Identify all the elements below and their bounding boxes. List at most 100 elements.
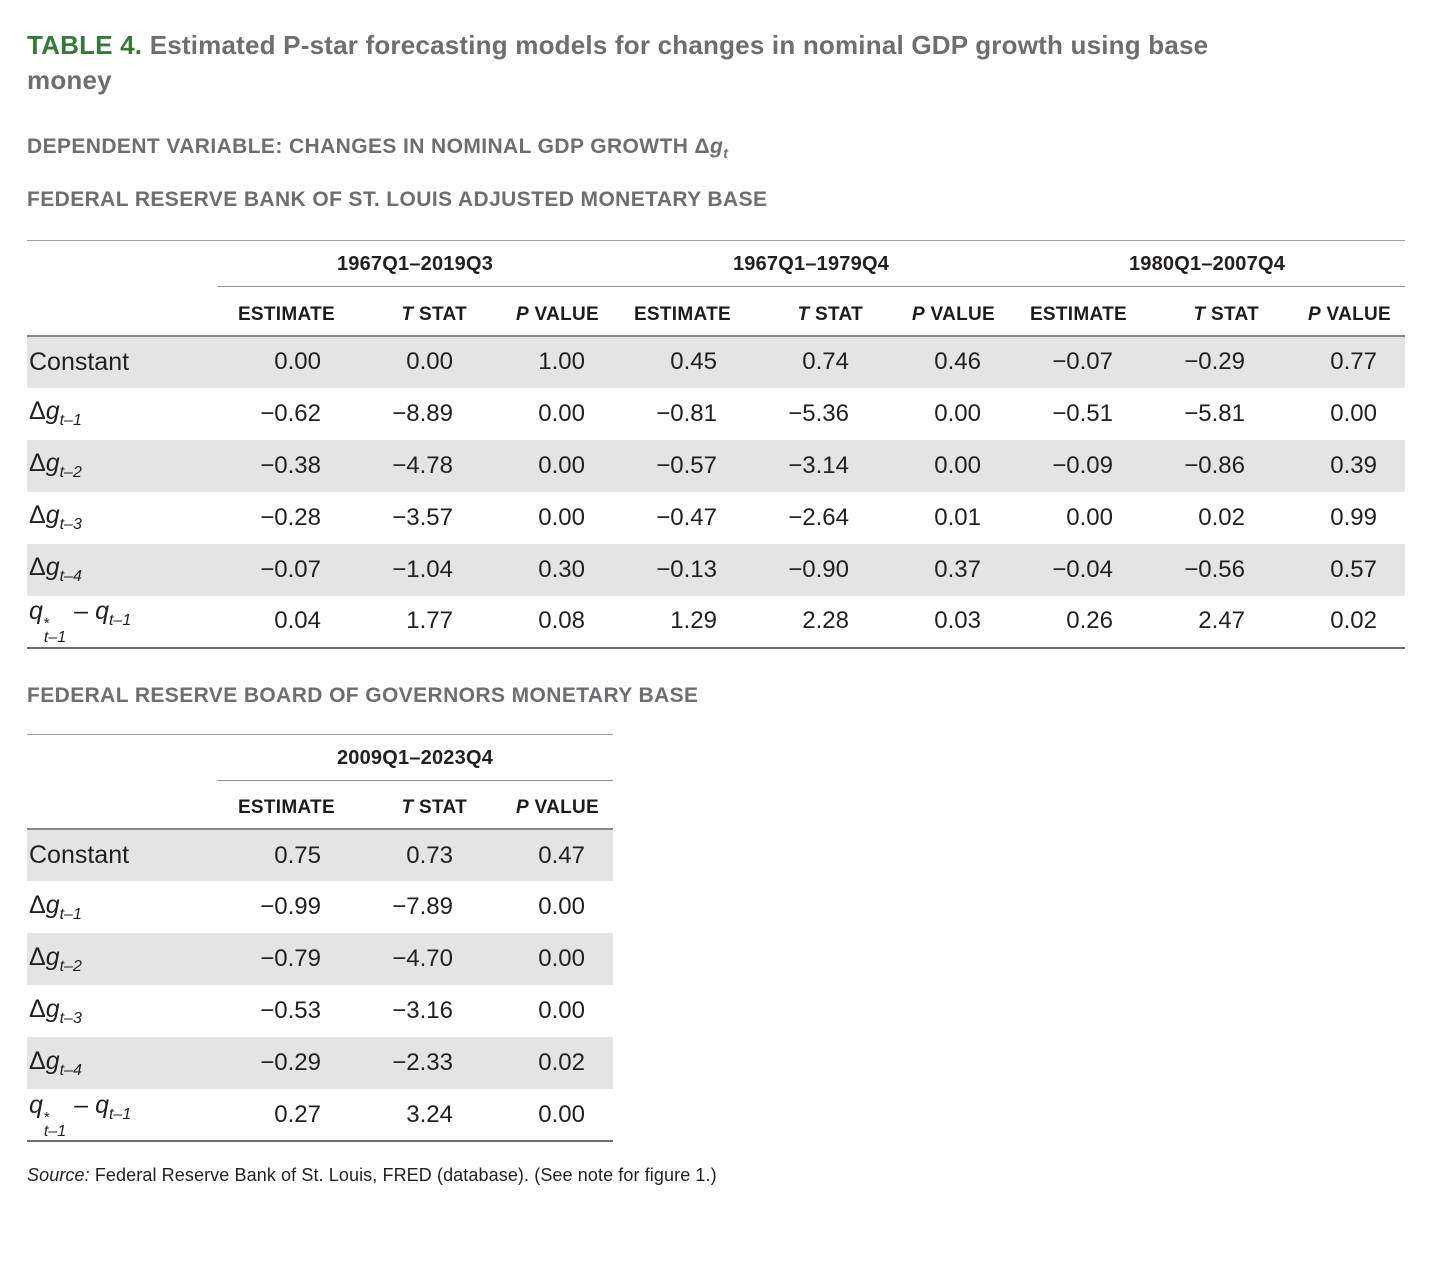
- value-cell: −2.64: [788, 503, 849, 531]
- value-cell: −0.51: [1052, 399, 1113, 427]
- table-title: TABLE 4. Estimated P-star forecasting mo…: [27, 28, 1412, 98]
- value-cell: −0.09: [1009, 439, 1141, 492]
- column-header-tstat: T STAT: [349, 780, 481, 830]
- table-title-line2: money: [27, 65, 112, 95]
- row-label: Δgt–3: [29, 994, 82, 1027]
- value-cell: −0.99: [260, 893, 321, 920]
- table-row-dg2: Δgt–2 −0.79 −4.70 0.00: [27, 933, 613, 985]
- value-cell: −0.29: [217, 1037, 349, 1089]
- value-cell: 0.00: [481, 439, 613, 492]
- delta-g-symbol: Δgt: [694, 135, 729, 161]
- estimates-table-stlouis: 1967Q1–2019Q3 1967Q1–1979Q4 1980Q1–2007Q…: [27, 240, 1405, 649]
- group-header-row: 2009Q1–2023Q4: [27, 734, 613, 781]
- column-header-tstat: T STAT: [349, 286, 481, 337]
- value-cell: −4.78: [349, 439, 481, 492]
- column-header-tstat: T STAT: [745, 286, 877, 337]
- value-cell: −3.16: [392, 997, 453, 1024]
- column-header-row: ESTIMATE T STAT P VALUE: [27, 780, 613, 830]
- group-header-3: 1980Q1–2007Q4: [1009, 240, 1405, 287]
- value-cell: 0.00: [1330, 399, 1377, 427]
- column-header-estimate: ESTIMATE: [217, 780, 349, 830]
- value-cell: 0.77: [1273, 335, 1405, 388]
- column-header-estimate: ESTIMATE: [1009, 286, 1141, 337]
- value-cell: 0.00: [538, 503, 585, 531]
- value-cell: −0.13: [613, 543, 745, 596]
- value-cell: −0.07: [217, 543, 349, 596]
- value-cell: −0.90: [745, 543, 877, 596]
- value-cell: −0.57: [613, 439, 745, 492]
- value-cell: −2.33: [349, 1037, 481, 1089]
- value-cell: 0.46: [877, 335, 1009, 388]
- table-row-constant: Constant 0.00 0.00 1.00 0.45 0.74 0.46 −…: [27, 335, 1405, 388]
- value-cell: −0.62: [260, 399, 321, 427]
- table-row-dg3: Δgt–3 −0.53 −3.16 0.00: [27, 985, 613, 1037]
- column-header-tstat: T STAT: [1141, 286, 1273, 337]
- value-cell: 2.28: [745, 595, 877, 649]
- group-header-1: 2009Q1–2023Q4: [217, 734, 613, 781]
- value-cell: 0.00: [481, 933, 613, 985]
- table-row-dg2: Δgt–2 −0.38 −4.78 0.00 −0.57 −3.14 0.00 …: [27, 439, 1405, 492]
- value-cell: −0.38: [217, 439, 349, 492]
- group-header-2: 1967Q1–1979Q4: [613, 240, 1009, 287]
- row-label: Δgt–4: [27, 1037, 217, 1089]
- table-row-dg4: Δgt–4 −0.29 −2.33 0.02: [27, 1037, 613, 1089]
- value-cell: −5.81: [1184, 399, 1245, 427]
- estimates-table-governors: 2009Q1–2023Q4 ESTIMATE T STAT P VALUE Co…: [27, 733, 613, 1142]
- column-header-pvalue: P VALUE: [481, 286, 613, 337]
- table-row-qgap: q * t–1– qt–1 0.04 1.77 0.08 1.29 2.28 0.03…: [27, 595, 1405, 649]
- value-cell: −0.29: [1141, 335, 1273, 388]
- value-cell: −7.89: [392, 893, 453, 920]
- section-heading-stlouis: FEDERAL RESERVE BANK OF ST. LOUIS ADJUST…: [27, 188, 768, 211]
- value-cell: 0.00: [217, 335, 349, 388]
- value-cell: 1.77: [349, 595, 481, 649]
- value-cell: −0.47: [656, 503, 717, 531]
- value-cell: 0.73: [349, 829, 481, 881]
- value-cell: 1.00: [481, 335, 613, 388]
- value-cell: −0.81: [656, 399, 717, 427]
- table-row-dg1: Δgt–1 −0.99 −7.89 0.00: [27, 881, 613, 933]
- value-cell: 0.08: [481, 595, 613, 649]
- value-cell: 0.45: [613, 335, 745, 388]
- spacer-cell: [27, 734, 217, 780]
- row-label: Δgt–2: [27, 439, 217, 492]
- value-cell: 2.47: [1141, 595, 1273, 649]
- value-cell: 0.02: [481, 1037, 613, 1089]
- value-cell: 0.57: [1273, 543, 1405, 596]
- column-header-estimate: ESTIMATE: [217, 286, 349, 337]
- spacer-cell: [27, 780, 217, 830]
- value-cell: 0.00: [877, 439, 1009, 492]
- source-note: Source: Federal Reserve Bank of St. Loui…: [27, 1165, 717, 1185]
- value-cell: −5.36: [788, 399, 849, 427]
- row-label: Constant: [27, 829, 217, 881]
- group-header-row: 1967Q1–2019Q3 1967Q1–1979Q4 1980Q1–2007Q…: [27, 240, 1405, 287]
- value-cell: 0.26: [1009, 595, 1141, 649]
- value-cell: 0.00: [538, 893, 585, 920]
- value-cell: 0.39: [1273, 439, 1405, 492]
- value-cell: 1.29: [613, 595, 745, 649]
- value-cell: −0.79: [217, 933, 349, 985]
- value-cell: −0.53: [260, 997, 321, 1024]
- value-cell: −3.14: [745, 439, 877, 492]
- table-row-dg3: Δgt–3 −0.28 −3.57 0.00 −0.47 −2.64 0.01 …: [27, 492, 1405, 544]
- value-cell: 0.02: [1273, 595, 1405, 649]
- value-cell: 0.00: [1066, 503, 1113, 531]
- value-cell: 0.00: [538, 399, 585, 427]
- value-cell: 0.99: [1330, 503, 1377, 531]
- row-label: Δgt–1: [29, 397, 82, 429]
- table-row-qgap: q * t–1– qt–1 0.27 3.24 0.00: [27, 1089, 613, 1142]
- value-cell: −1.04: [349, 543, 481, 596]
- value-cell: −0.56: [1141, 543, 1273, 596]
- value-cell: 0.03: [877, 595, 1009, 649]
- table-title-line1: Estimated P-star forecasting models for …: [149, 30, 1209, 60]
- value-cell: −0.86: [1141, 439, 1273, 492]
- value-cell: −8.89: [392, 399, 453, 427]
- column-header-pvalue: P VALUE: [1273, 286, 1405, 337]
- value-cell: 0.00: [934, 399, 981, 427]
- row-label: Constant: [27, 335, 217, 388]
- value-cell: 0.27: [217, 1089, 349, 1142]
- value-cell: 0.04: [217, 595, 349, 649]
- value-cell: −0.28: [260, 503, 321, 531]
- value-cell: 0.47: [481, 829, 613, 881]
- row-label: q * t–1– qt–1: [27, 1089, 217, 1142]
